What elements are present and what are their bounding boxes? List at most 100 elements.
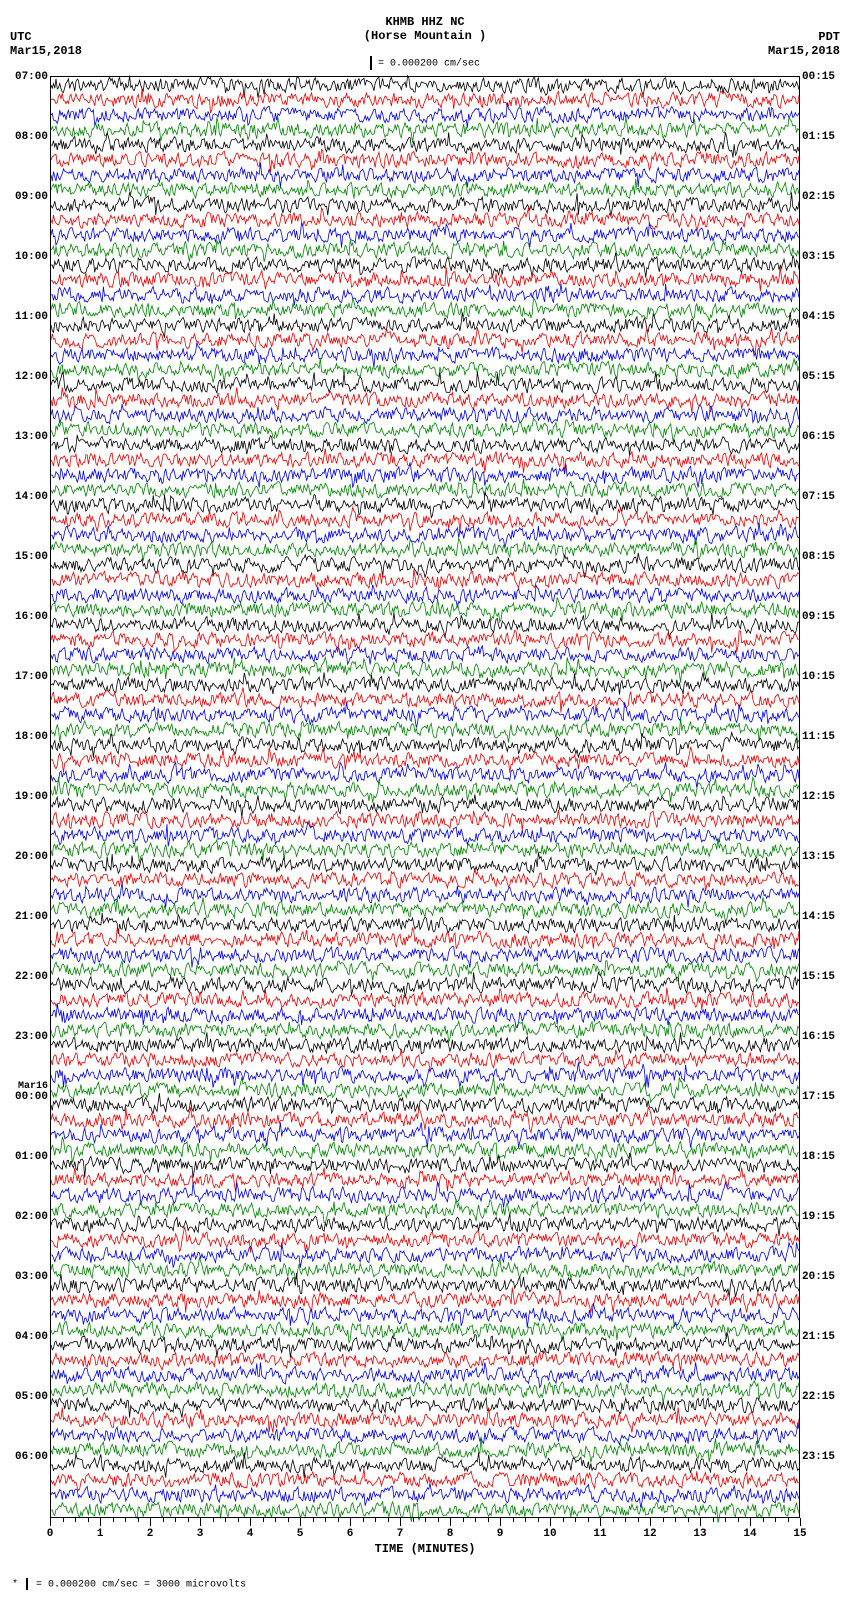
x-tick-minor	[588, 1518, 589, 1522]
utc-time-label: 12:00	[15, 372, 51, 383]
x-tick-minor	[563, 1518, 564, 1522]
x-tick-label: 15	[793, 1528, 806, 1540]
x-tick-major	[150, 1518, 151, 1526]
pdt-time-label: 11:15	[799, 732, 835, 743]
pdt-time-label: 05:15	[799, 372, 835, 383]
x-tick-label: 9	[497, 1528, 504, 1540]
left-date: Mar15,2018	[10, 44, 82, 58]
header-scale: = 0.000200 cm/sec	[370, 56, 480, 70]
x-tick-minor	[238, 1518, 239, 1522]
x-tick-minor	[363, 1518, 364, 1522]
utc-time-label: 06:00	[15, 1452, 51, 1463]
x-tick-major	[300, 1518, 301, 1526]
x-tick-minor	[725, 1518, 726, 1522]
x-tick-label: 13	[693, 1528, 706, 1540]
x-tick-label: 6	[347, 1528, 354, 1540]
x-tick-minor	[413, 1518, 414, 1522]
x-tick-label: 4	[247, 1528, 254, 1540]
x-tick-minor	[463, 1518, 464, 1522]
x-tick-minor	[738, 1518, 739, 1522]
plot-wrap: 07:0000:1508:0001:1509:0002:1510:0003:15…	[10, 76, 840, 1558]
utc-time-label: 05:00	[15, 1392, 51, 1403]
x-tick-label: 2	[147, 1528, 154, 1540]
seismogram-plot: 07:0000:1508:0001:1509:0002:1510:0003:15…	[50, 76, 800, 1517]
pdt-time-label: 19:15	[799, 1212, 835, 1223]
x-tick-minor	[513, 1518, 514, 1522]
pdt-time-label: 02:15	[799, 192, 835, 203]
x-tick-minor	[488, 1518, 489, 1522]
x-tick-label: 5	[297, 1528, 304, 1540]
utc-time-label: 09:00	[15, 192, 51, 203]
pdt-time-label: 23:15	[799, 1452, 835, 1463]
utc-time-label: 22:00	[15, 972, 51, 983]
pdt-time-label: 18:15	[799, 1152, 835, 1163]
utc-time-label: 08:00	[15, 132, 51, 143]
pdt-time-label: 07:15	[799, 492, 835, 503]
right-date: Mar15,2018	[768, 44, 840, 58]
utc-time-label: 21:00	[15, 912, 51, 923]
footer-prefix: *	[12, 1580, 24, 1591]
x-tick-minor	[113, 1518, 114, 1522]
x-tick-major	[750, 1518, 751, 1526]
pdt-time-label: 12:15	[799, 792, 835, 803]
utc-time-label: 10:00	[15, 252, 51, 263]
x-tick-label: 8	[447, 1528, 454, 1540]
seismogram-container: UTC Mar15,2018 KHMB HHZ NC (Horse Mounta…	[10, 10, 840, 1591]
x-tick-minor	[763, 1518, 764, 1522]
x-tick-minor	[275, 1518, 276, 1522]
pdt-time-label: 21:15	[799, 1332, 835, 1343]
x-tick-major	[600, 1518, 601, 1526]
x-tick-minor	[75, 1518, 76, 1522]
x-tick-minor	[63, 1518, 64, 1522]
x-tick-minor	[388, 1518, 389, 1522]
utc-time-label: 19:00	[15, 792, 51, 803]
x-tick-major	[650, 1518, 651, 1526]
station-name: (Horse Mountain )	[364, 29, 486, 43]
scale-text: = 0.000200 cm/sec	[378, 59, 480, 70]
x-tick-minor	[188, 1518, 189, 1522]
x-tick-minor	[175, 1518, 176, 1522]
pdt-time-label: 03:15	[799, 252, 835, 263]
utc-time-label: 11:00	[15, 312, 51, 323]
x-tick-minor	[163, 1518, 164, 1522]
utc-time-label: 18:00	[15, 732, 51, 743]
utc-time-label: 04:00	[15, 1332, 51, 1343]
footer: * = 0.000200 cm/sec = 3000 microvolts	[10, 1578, 840, 1591]
x-tick-minor	[713, 1518, 714, 1522]
x-tick-minor	[225, 1518, 226, 1522]
x-tick-minor	[138, 1518, 139, 1522]
scale-bar-icon	[370, 56, 372, 70]
utc-time-label: 07:00	[15, 72, 51, 83]
x-tick-minor	[213, 1518, 214, 1522]
pdt-time-label: 01:15	[799, 132, 835, 143]
pdt-time-label: 04:15	[799, 312, 835, 323]
x-tick-minor	[475, 1518, 476, 1522]
x-tick-minor	[263, 1518, 264, 1522]
x-tick-label: 12	[643, 1528, 656, 1540]
utc-time-label: 14:00	[15, 492, 51, 503]
utc-time-label: 01:00	[15, 1152, 51, 1163]
pdt-time-label: 22:15	[799, 1392, 835, 1403]
x-tick-label: 11	[593, 1528, 606, 1540]
x-tick-label: 3	[197, 1528, 204, 1540]
x-tick-major	[450, 1518, 451, 1526]
x-tick-minor	[438, 1518, 439, 1522]
x-axis: TIME (MINUTES) 0123456789101112131415	[50, 1517, 800, 1558]
pdt-time-label: 17:15	[799, 1092, 835, 1103]
x-tick-major	[700, 1518, 701, 1526]
x-tick-label: 7	[397, 1528, 404, 1540]
x-tick-minor	[425, 1518, 426, 1522]
pdt-time-label: 10:15	[799, 672, 835, 683]
x-tick-major	[50, 1518, 51, 1526]
x-tick-major	[250, 1518, 251, 1526]
right-tz: PDT	[818, 30, 840, 44]
x-tick-minor	[338, 1518, 339, 1522]
footer-bar-icon	[26, 1578, 28, 1590]
x-tick-minor	[88, 1518, 89, 1522]
footer-text: = 0.000200 cm/sec = 3000 microvolts	[36, 1580, 246, 1591]
x-tick-minor	[775, 1518, 776, 1522]
x-tick-minor	[688, 1518, 689, 1522]
x-tick-minor	[788, 1518, 789, 1522]
utc-time-label: 02:00	[15, 1212, 51, 1223]
x-tick-major	[500, 1518, 501, 1526]
